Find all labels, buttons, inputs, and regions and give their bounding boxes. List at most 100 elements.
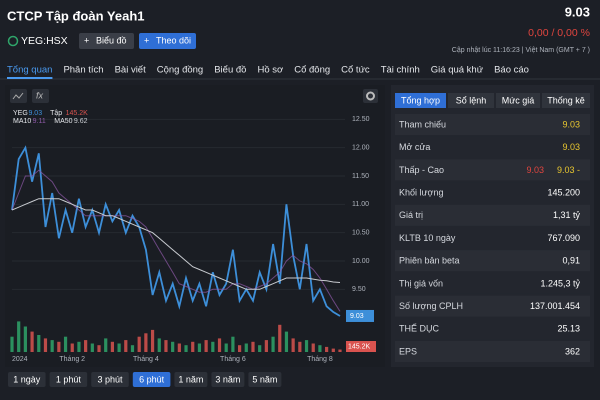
volume-bar <box>23 326 27 352</box>
volume-bar <box>17 321 21 352</box>
stats-label: Số lượng CPLH <box>399 301 463 311</box>
stats-tab[interactable] <box>542 93 590 108</box>
stats-tab-label: Sổ lệnh <box>456 95 487 105</box>
volume-bar <box>331 348 335 352</box>
range-button[interactable] <box>91 372 129 387</box>
stats-value: 767.090 <box>547 233 580 243</box>
y-tick-label: 10.00 <box>352 258 370 265</box>
tab[interactable]: Hồ sơ <box>257 65 283 76</box>
stats-value: 9.03 <box>526 165 544 175</box>
range-button-label: 3 phút <box>97 374 123 384</box>
volume-bar <box>77 341 81 352</box>
stats-value: 1,31 tỷ <box>553 210 581 220</box>
stats-tab[interactable] <box>448 93 494 108</box>
legend-name: YEG <box>13 110 28 117</box>
stats-tab[interactable] <box>395 93 446 108</box>
volume-bar <box>157 338 161 352</box>
range-button[interactable] <box>8 372 46 387</box>
stats-row <box>395 250 590 272</box>
volume-bar <box>251 341 255 352</box>
stats-row <box>395 136 590 158</box>
volume-bar <box>97 345 101 352</box>
stats-value: 137.001.454 <box>530 301 580 311</box>
y-tick-label: 12.50 <box>352 116 370 123</box>
volume-bar <box>258 345 262 352</box>
volume-bar <box>318 345 322 352</box>
price: 9.03 <box>565 4 590 19</box>
volume-bar <box>177 343 181 352</box>
line-icon <box>12 92 24 100</box>
stats-label: Mở cửa <box>399 142 430 152</box>
volume-bar <box>237 345 242 352</box>
range-button-label: 3 năm <box>215 374 240 384</box>
stats-row <box>395 341 590 362</box>
volume-bar <box>311 343 315 352</box>
follow-button-label: Theo dõi <box>156 35 191 45</box>
volume-bar <box>70 343 74 352</box>
stats-label: Phiên bản beta <box>399 256 460 266</box>
range-button[interactable] <box>248 372 282 387</box>
stats-label: THẾ DỤC <box>399 324 439 334</box>
tab[interactable]: Cộng đồng <box>157 65 203 76</box>
volume-bar <box>124 340 128 352</box>
volume-bar <box>298 341 302 352</box>
price-tag-label: 9.03 <box>350 313 364 320</box>
tab[interactable]: Báo cáo <box>494 65 529 76</box>
volume-bar <box>110 341 115 352</box>
stats-value: 9.03 - <box>557 165 580 175</box>
y-tick-label: 11.00 <box>352 201 369 208</box>
settings-tool[interactable] <box>363 89 378 103</box>
x-tick-label: 2024 <box>12 356 28 363</box>
tab[interactable]: Tài chính <box>381 65 420 76</box>
range-button[interactable] <box>211 372 245 387</box>
legend-value: 145.2K <box>66 110 89 117</box>
legend-value: 9.11 <box>33 118 46 125</box>
volume-bar <box>144 333 148 352</box>
tab[interactable]: Bài viết <box>115 65 147 76</box>
range-button[interactable] <box>132 372 171 387</box>
legend-value: 9.62 <box>74 118 88 125</box>
x-tick-label: Tháng 6 <box>220 356 246 363</box>
chart-tool[interactable] <box>10 89 27 103</box>
stats-value: 25.13 <box>557 324 580 334</box>
tab[interactable]: Cổ tức <box>341 65 370 76</box>
price-tag <box>346 309 374 322</box>
volume-bar <box>204 340 208 352</box>
volume-bar <box>10 336 14 352</box>
volume-bar <box>164 340 168 352</box>
stats-tab-label: Thống kê <box>547 95 585 105</box>
price-line <box>11 169 341 312</box>
stats-row <box>395 182 590 204</box>
volume-bar <box>57 341 61 352</box>
gear-icon <box>366 91 375 101</box>
stats-label: EPS <box>399 346 417 356</box>
follow-button[interactable] <box>139 33 196 49</box>
stats-row <box>395 318 590 340</box>
x-tick-label: Tháng 4 <box>133 356 159 363</box>
tab[interactable]: Phân tích <box>63 65 103 76</box>
stats-row <box>395 114 590 135</box>
stats-label: Tham chiếu <box>399 119 446 129</box>
stats-tab[interactable] <box>496 93 540 108</box>
ticker: YEG:HSX <box>21 35 68 47</box>
tab[interactable]: Tổng quan <box>7 65 52 76</box>
volume-bar <box>30 331 34 352</box>
range-button[interactable] <box>174 372 208 387</box>
active-tab-underline <box>7 77 53 79</box>
range-button[interactable] <box>49 372 88 387</box>
volume-bar <box>184 345 188 352</box>
tab[interactable]: Giá quá khứ <box>431 65 484 76</box>
chart-button[interactable] <box>79 33 134 49</box>
tab[interactable]: Cổ đông <box>294 65 330 76</box>
price-line <box>11 198 341 290</box>
volume-bar <box>338 349 342 352</box>
tab[interactable]: Biểu đồ <box>214 65 246 76</box>
indicator-tool[interactable] <box>32 89 49 103</box>
range-button-label: 6 phút <box>139 374 165 384</box>
legend-name: MA50 <box>54 118 72 125</box>
stats-value: 362 <box>565 346 580 356</box>
chart-button-label: Biểu đồ <box>96 35 127 45</box>
stats-value: 1.245,3 tỷ <box>540 278 580 288</box>
volume-bar <box>84 340 88 352</box>
